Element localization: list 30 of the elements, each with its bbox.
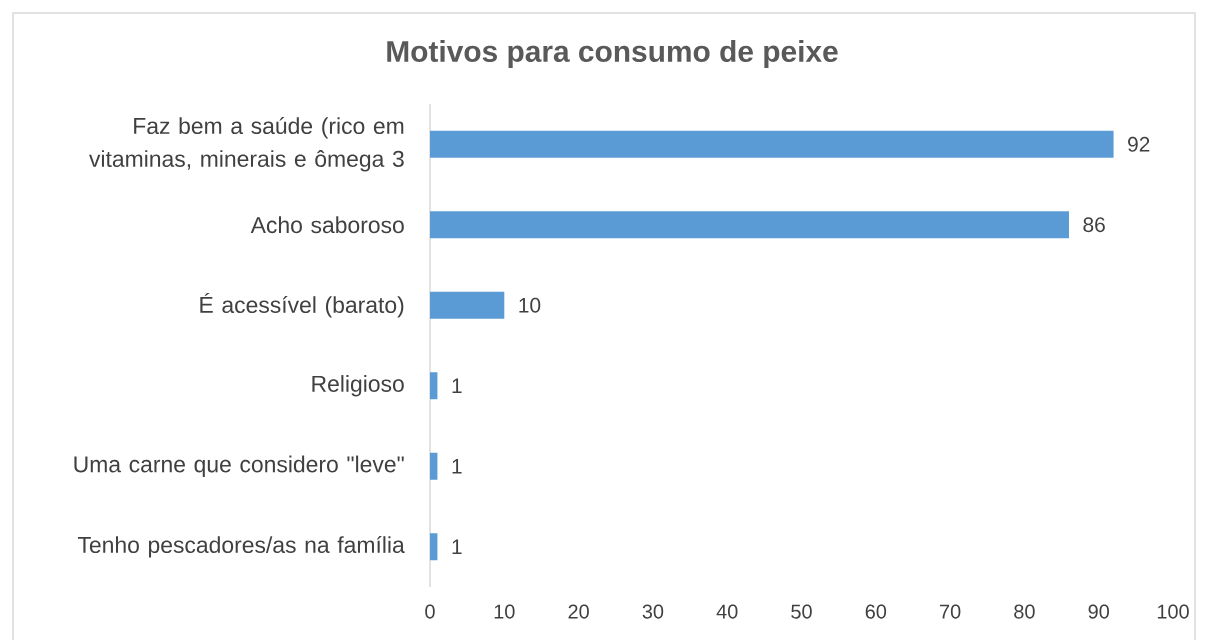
- y-tick-label: Uma carne que considero "leve": [74, 455, 404, 477]
- y-tick-label: Religioso: [312, 375, 404, 397]
- data-label: 86: [1083, 217, 1105, 233]
- x-tick-label: 20: [568, 604, 589, 619]
- data-label: 10: [519, 297, 541, 313]
- x-tick-label: 10: [494, 604, 515, 619]
- bar: [430, 533, 438, 561]
- chart-title: Motivos para consumo de peixe: [387, 40, 838, 68]
- data-label: 1: [452, 378, 462, 393]
- x-tick-label: 30: [642, 604, 664, 619]
- data-label: 1: [452, 539, 462, 554]
- x-tick-label: 0: [425, 604, 435, 619]
- x-tick-label: 100: [1157, 604, 1189, 619]
- bar: [430, 211, 1069, 239]
- data-label: 1: [452, 459, 462, 474]
- x-tick-label: 40: [716, 604, 738, 619]
- y-tick-label: Tenho pescadores/as na família: [77, 535, 405, 558]
- x-tick-label: 90: [1088, 604, 1109, 619]
- y-tick-label: Acho saboroso: [250, 216, 404, 234]
- bar: [430, 372, 438, 400]
- x-tick-label: 70: [940, 604, 961, 619]
- x-tick-label: 60: [865, 604, 887, 619]
- y-tick-label: É acessível (barato): [200, 292, 404, 318]
- bar: [430, 291, 505, 319]
- bar: [430, 130, 1114, 158]
- x-tick-label: 50: [791, 604, 812, 619]
- x-tick-label: 80: [1014, 604, 1035, 619]
- bar: [430, 452, 438, 480]
- data-label: 92: [1128, 136, 1150, 152]
- y-tick-label: Faz bem a saúde (rico em vitaminas, minerais e ômega 3: [89, 117, 404, 172]
